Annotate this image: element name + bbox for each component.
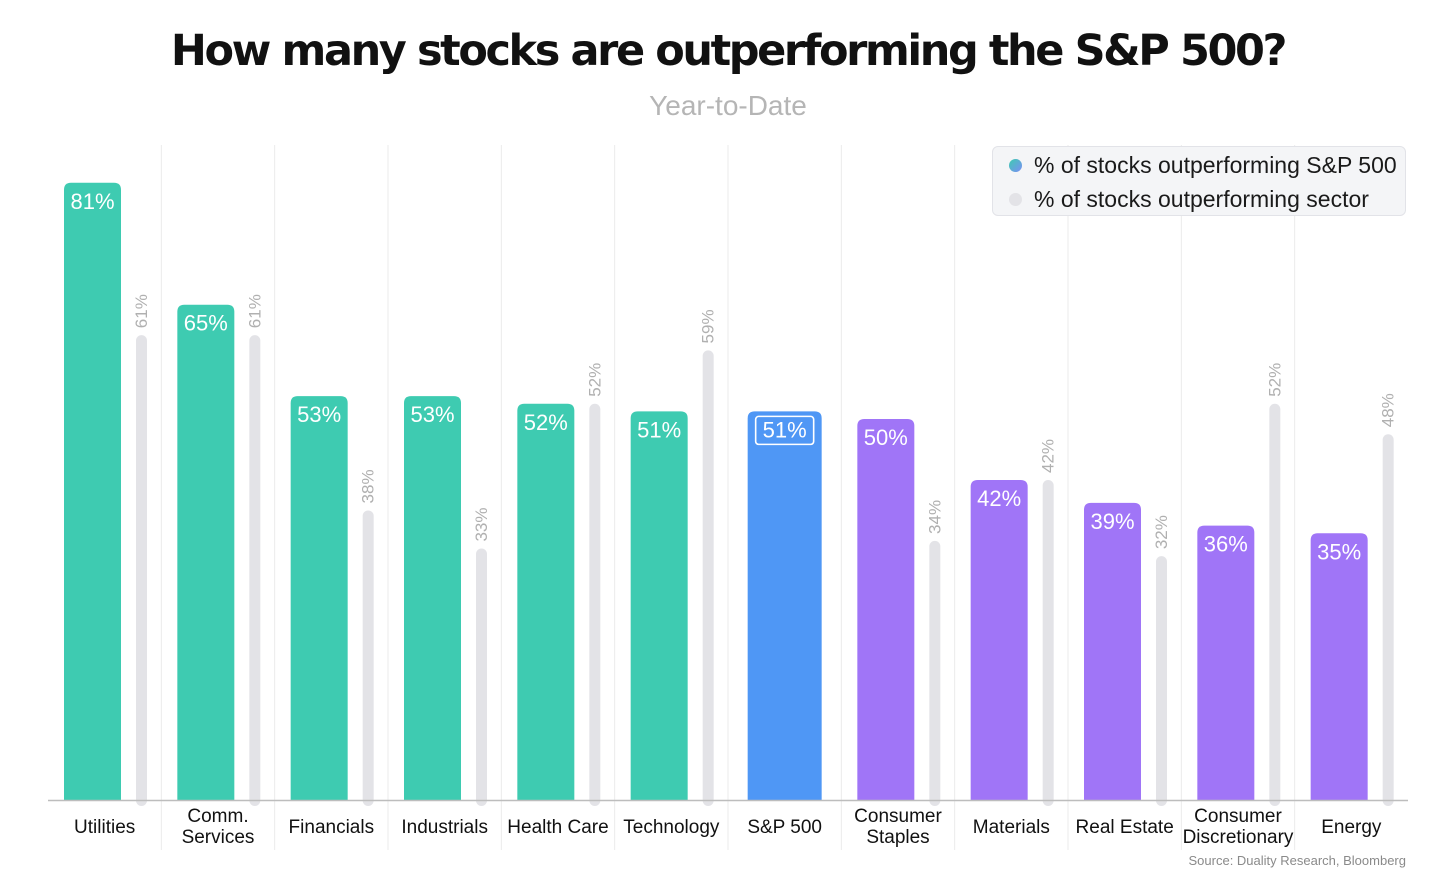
bar-label-health-care: 52%	[524, 410, 568, 435]
category-label-consumer-discretionary: Discretionary	[1183, 827, 1294, 848]
category-label-real-estate: Real Estate	[1076, 817, 1174, 838]
category-label-health-care: Health Care	[507, 817, 608, 838]
sector-bar-energy	[1382, 434, 1394, 806]
sector-bar-label-energy: 48%	[1379, 393, 1398, 427]
bar-label-industrials: 53%	[410, 402, 454, 427]
source-note: Source: Duality Research, Bloomberg	[1188, 853, 1407, 868]
legend-item-sp500: % of stocks outperforming S&P 500	[1009, 149, 1397, 181]
sector-bar-label-consumer-staples: 34%	[925, 500, 944, 534]
bar-industrials	[404, 396, 461, 800]
sector-bar-consumer-staples	[929, 540, 941, 806]
sector-bar-financials	[362, 510, 374, 806]
bar-materials	[970, 479, 1028, 800]
legend-swatch-sector	[1009, 192, 1022, 206]
sector-bar-technology	[702, 350, 714, 806]
category-label-industrials: Industrials	[401, 817, 488, 838]
sector-bar-materials	[1042, 479, 1054, 806]
chart-title: How many stocks are outperforming the S&…	[170, 26, 1288, 76]
bar-label-comm-services: 65%	[184, 311, 228, 336]
chart-subtitle: Year-to-Date	[649, 90, 807, 121]
bar-sp-500	[747, 411, 822, 800]
legend-swatch-sp500	[1009, 158, 1022, 172]
bar-energy	[1310, 533, 1368, 800]
legend-item-sector: % of stocks outperforming sector	[1009, 183, 1369, 215]
category-label-consumer-discretionary: Consumer	[1194, 806, 1282, 827]
bar-consumer-discretionary	[1197, 525, 1255, 800]
category-label-utilities: Utilities	[74, 817, 135, 838]
bar-comm-services	[177, 304, 235, 800]
bar-technology	[630, 411, 688, 800]
bar-label-financials: 53%	[297, 402, 341, 427]
category-label-consumer-staples: Staples	[866, 827, 929, 848]
bar-label-materials: 42%	[977, 486, 1021, 511]
sector-bar-label-comm-services: 61%	[245, 294, 264, 328]
sector-bar-health-care	[589, 403, 601, 806]
sector-bar-label-real-estate: 32%	[1152, 515, 1171, 549]
category-label-consumer-staples: Consumer	[854, 806, 942, 827]
bar-label-consumer-discretionary: 36%	[1204, 532, 1248, 557]
category-label-energy: Energy	[1321, 817, 1382, 838]
bar-label-utilities: 81%	[70, 189, 114, 214]
sector-bar-industrials	[476, 548, 487, 806]
sector-bar-comm-services	[249, 335, 261, 806]
category-label-comm-services: Services	[182, 827, 255, 848]
legend-label-sp500: % of stocks outperforming S&P 500	[1034, 151, 1397, 178]
category-label-technology: Technology	[623, 817, 720, 838]
sector-bar-label-consumer-discretionary: 52%	[1265, 363, 1284, 397]
bar-label-consumer-staples: 50%	[864, 425, 908, 450]
legend-label-sector: % of stocks outperforming sector	[1034, 185, 1369, 212]
sector-bar-label-industrials: 33%	[472, 508, 491, 542]
bar-consumer-staples	[857, 419, 915, 800]
sector-bar-label-health-care: 52%	[585, 363, 604, 397]
bar-label-energy: 35%	[1317, 539, 1361, 564]
bar-utilities	[64, 182, 121, 800]
bar-label-box-sp-500	[754, 415, 815, 446]
bar-financials	[290, 396, 348, 800]
bar-label-technology: 51%	[637, 417, 681, 442]
sector-bar-label-utilities: 61%	[132, 294, 151, 328]
bar-real-estate	[1084, 502, 1141, 800]
sector-bar-label-technology: 59%	[699, 309, 718, 343]
bar-label-sp-500: 51%	[763, 417, 807, 442]
chart-legend: % of stocks outperforming S&P 500 % of s…	[992, 146, 1406, 216]
category-label-sp-500: S&P 500	[747, 817, 822, 838]
category-label-materials: Materials	[973, 817, 1050, 838]
category-label-comm-services: Comm.	[187, 806, 248, 827]
sector-bar-real-estate	[1156, 556, 1167, 806]
category-label-financials: Financials	[289, 817, 375, 838]
sector-bar-label-materials: 42%	[1039, 439, 1058, 473]
bar-health-care	[517, 403, 575, 800]
sector-bar-consumer-discretionary	[1269, 403, 1281, 806]
sector-bar-utilities	[136, 335, 147, 806]
sector-bar-label-financials: 38%	[359, 469, 378, 503]
bar-label-real-estate: 39%	[1090, 509, 1134, 534]
